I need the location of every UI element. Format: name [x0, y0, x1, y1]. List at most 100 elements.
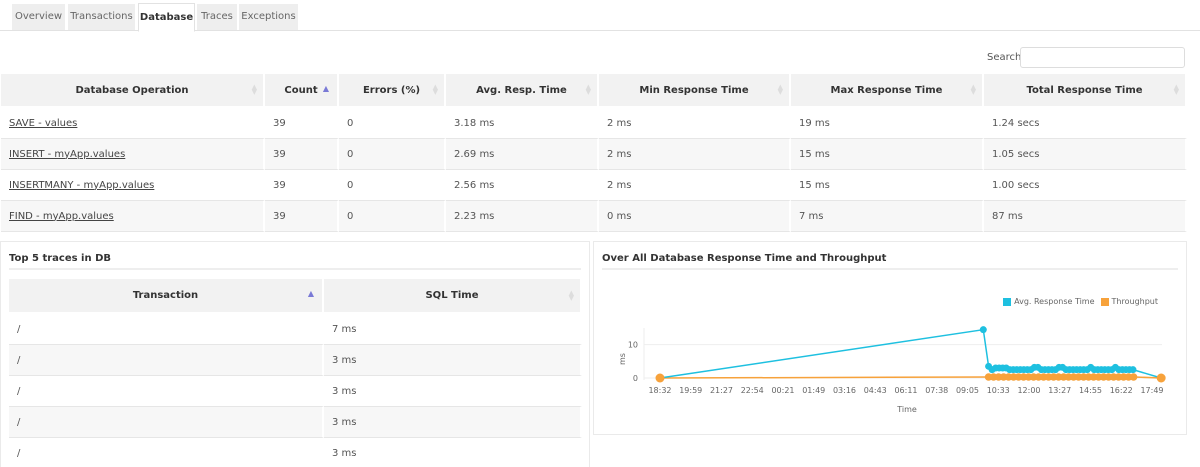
divider [602, 268, 1178, 270]
search-label: Search: [987, 52, 1025, 63]
cell-max: 19 ms [791, 108, 984, 139]
cell-sql-time: 3 ms [324, 407, 582, 438]
table-row: / 3 ms [9, 345, 582, 376]
sort-both-icon: ▲ ▼ [568, 288, 574, 302]
column-header-sql-time[interactable]: SQL Time ▲ ▼ [324, 279, 582, 314]
column-header-count[interactable]: Count ▲ [265, 74, 339, 108]
svg-text:18:32: 18:32 [648, 386, 671, 395]
divider [9, 268, 581, 270]
cell-count: 39 [265, 108, 339, 139]
table-row: SAVE - values 39 0 3.18 ms 2 ms 19 ms 1.… [1, 108, 1187, 139]
legend-swatch-icon [1100, 297, 1109, 306]
operation-link[interactable]: INSERT - myApp.values [9, 148, 126, 160]
column-header-errors[interactable]: Errors (%) ▲ ▼ [339, 74, 446, 108]
svg-text:12:00: 12:00 [1017, 386, 1040, 395]
svg-text:10:33: 10:33 [987, 386, 1010, 395]
table-row: / 7 ms [9, 314, 582, 345]
table-row: / 3 ms [9, 438, 582, 467]
tab-overview[interactable]: Overview [12, 4, 65, 30]
cell-total: 1.24 secs [984, 108, 1187, 139]
cell-transaction: / [9, 314, 324, 345]
operation-link[interactable]: INSERTMANY - myApp.values [9, 179, 155, 191]
cell-min: 2 ms [599, 139, 791, 170]
svg-text:17:49: 17:49 [1140, 386, 1163, 395]
cell-max: 15 ms [791, 170, 984, 201]
legend-label: Throughput [1111, 297, 1158, 306]
cell-errors: 0 [339, 108, 446, 139]
table-row: / 3 ms [9, 407, 582, 438]
sort-ascending-icon: ▲ [307, 289, 314, 298]
top-traces-table: Transaction ▲ SQL Time ▲ ▼ / 7 ms / 3 ms / … [9, 279, 582, 467]
column-header-transaction[interactable]: Transaction ▲ [9, 279, 324, 314]
tab-traces[interactable]: Traces [197, 4, 237, 30]
tab-bar: Overview Transactions Database Traces Ex… [0, 0, 1200, 32]
column-label: Transaction [132, 290, 199, 301]
sort-both-icon: ▲ ▼ [432, 83, 438, 96]
legend-label: Avg. Response Time [1014, 297, 1095, 306]
svg-text:09:05: 09:05 [956, 386, 979, 395]
table-header-row: Database Operation ▲ ▼ Count ▲ Errors (%) ▲ ▼… [1, 74, 1187, 108]
panel-title: Top 5 traces in DB [9, 253, 111, 264]
operation-link[interactable]: SAVE - values [9, 117, 78, 129]
column-header-database-operation[interactable]: Database Operation ▲ ▼ [1, 74, 265, 108]
legend-item-throughput[interactable]: Throughput [1100, 297, 1158, 306]
table-header-row: Transaction ▲ SQL Time ▲ ▼ [9, 279, 582, 314]
svg-text:19:59: 19:59 [679, 386, 702, 395]
sort-both-icon: ▲ ▼ [970, 83, 976, 96]
cell-total: 1.00 secs [984, 170, 1187, 201]
database-operations-table: Database Operation ▲ ▼ Count ▲ Errors (%) ▲ ▼… [1, 74, 1187, 232]
column-label: Min Response Time [639, 84, 749, 96]
column-label: Errors (%) [362, 84, 421, 96]
operation-link[interactable]: FIND - myApp.values [9, 210, 114, 222]
cell-transaction: / [9, 376, 324, 407]
cell-errors: 0 [339, 170, 446, 201]
cell-operation: SAVE - values [1, 108, 265, 139]
svg-text:Time: Time [896, 405, 917, 414]
cell-max: 15 ms [791, 139, 984, 170]
cell-sql-time: 3 ms [324, 376, 582, 407]
cell-count: 39 [265, 139, 339, 170]
sort-both-icon: ▲ ▼ [585, 83, 591, 96]
svg-text:14:55: 14:55 [1079, 386, 1102, 395]
cell-avg: 2.69 ms [446, 139, 599, 170]
chart-legend: Avg. Response Time Throughput [997, 297, 1158, 306]
table-row: INSERTMANY - myApp.values 39 0 2.56 ms 2… [1, 170, 1187, 201]
column-header-avg-resp-time[interactable]: Avg. Resp. Time ▲ ▼ [446, 74, 599, 108]
cell-sql-time: 3 ms [324, 345, 582, 376]
response-time-chart-panel: Over All Database Response Time and Thro… [593, 241, 1187, 435]
cell-avg: 2.56 ms [446, 170, 599, 201]
svg-text:07:38: 07:38 [925, 386, 948, 395]
search-input[interactable] [1020, 47, 1185, 68]
cell-total: 87 ms [984, 201, 1187, 232]
tab-transactions[interactable]: Transactions [68, 4, 135, 30]
svg-text:ms: ms [618, 353, 627, 365]
cell-operation: INSERTMANY - myApp.values [1, 170, 265, 201]
column-header-min-response-time[interactable]: Min Response Time ▲ ▼ [599, 74, 791, 108]
svg-text:06:11: 06:11 [894, 386, 917, 395]
svg-text:01:49: 01:49 [802, 386, 825, 395]
svg-text:00:21: 00:21 [771, 386, 794, 395]
sort-both-icon: ▲ ▼ [1173, 83, 1179, 96]
column-header-max-response-time[interactable]: Max Response Time ▲ ▼ [791, 74, 984, 108]
top-traces-panel: Top 5 traces in DB Transaction ▲ SQL Time… [0, 241, 590, 467]
cell-avg: 2.23 ms [446, 201, 599, 232]
column-label: Avg. Resp. Time [476, 84, 567, 96]
tab-database[interactable]: Database [138, 3, 195, 32]
table-row: FIND - myApp.values 39 0 2.23 ms 0 ms 7 … [1, 201, 1187, 232]
cell-errors: 0 [339, 139, 446, 170]
table-row: / 3 ms [9, 376, 582, 407]
tab-exceptions[interactable]: Exceptions [239, 4, 298, 30]
panel-title: Over All Database Response Time and Thro… [602, 253, 887, 264]
sort-both-icon: ▲ ▼ [251, 83, 257, 96]
cell-sql-time: 3 ms [324, 438, 582, 467]
legend-swatch-icon [1003, 297, 1012, 306]
cell-min: 0 ms [599, 201, 791, 232]
column-label: Database Operation [75, 84, 189, 96]
svg-text:10: 10 [628, 341, 638, 350]
cell-max: 7 ms [791, 201, 984, 232]
cell-operation: INSERT - myApp.values [1, 139, 265, 170]
column-header-total-response-time[interactable]: Total Response Time ▲ ▼ [984, 74, 1187, 108]
cell-transaction: / [9, 407, 324, 438]
legend-item-avg-response-time[interactable]: Avg. Response Time [1003, 297, 1095, 306]
